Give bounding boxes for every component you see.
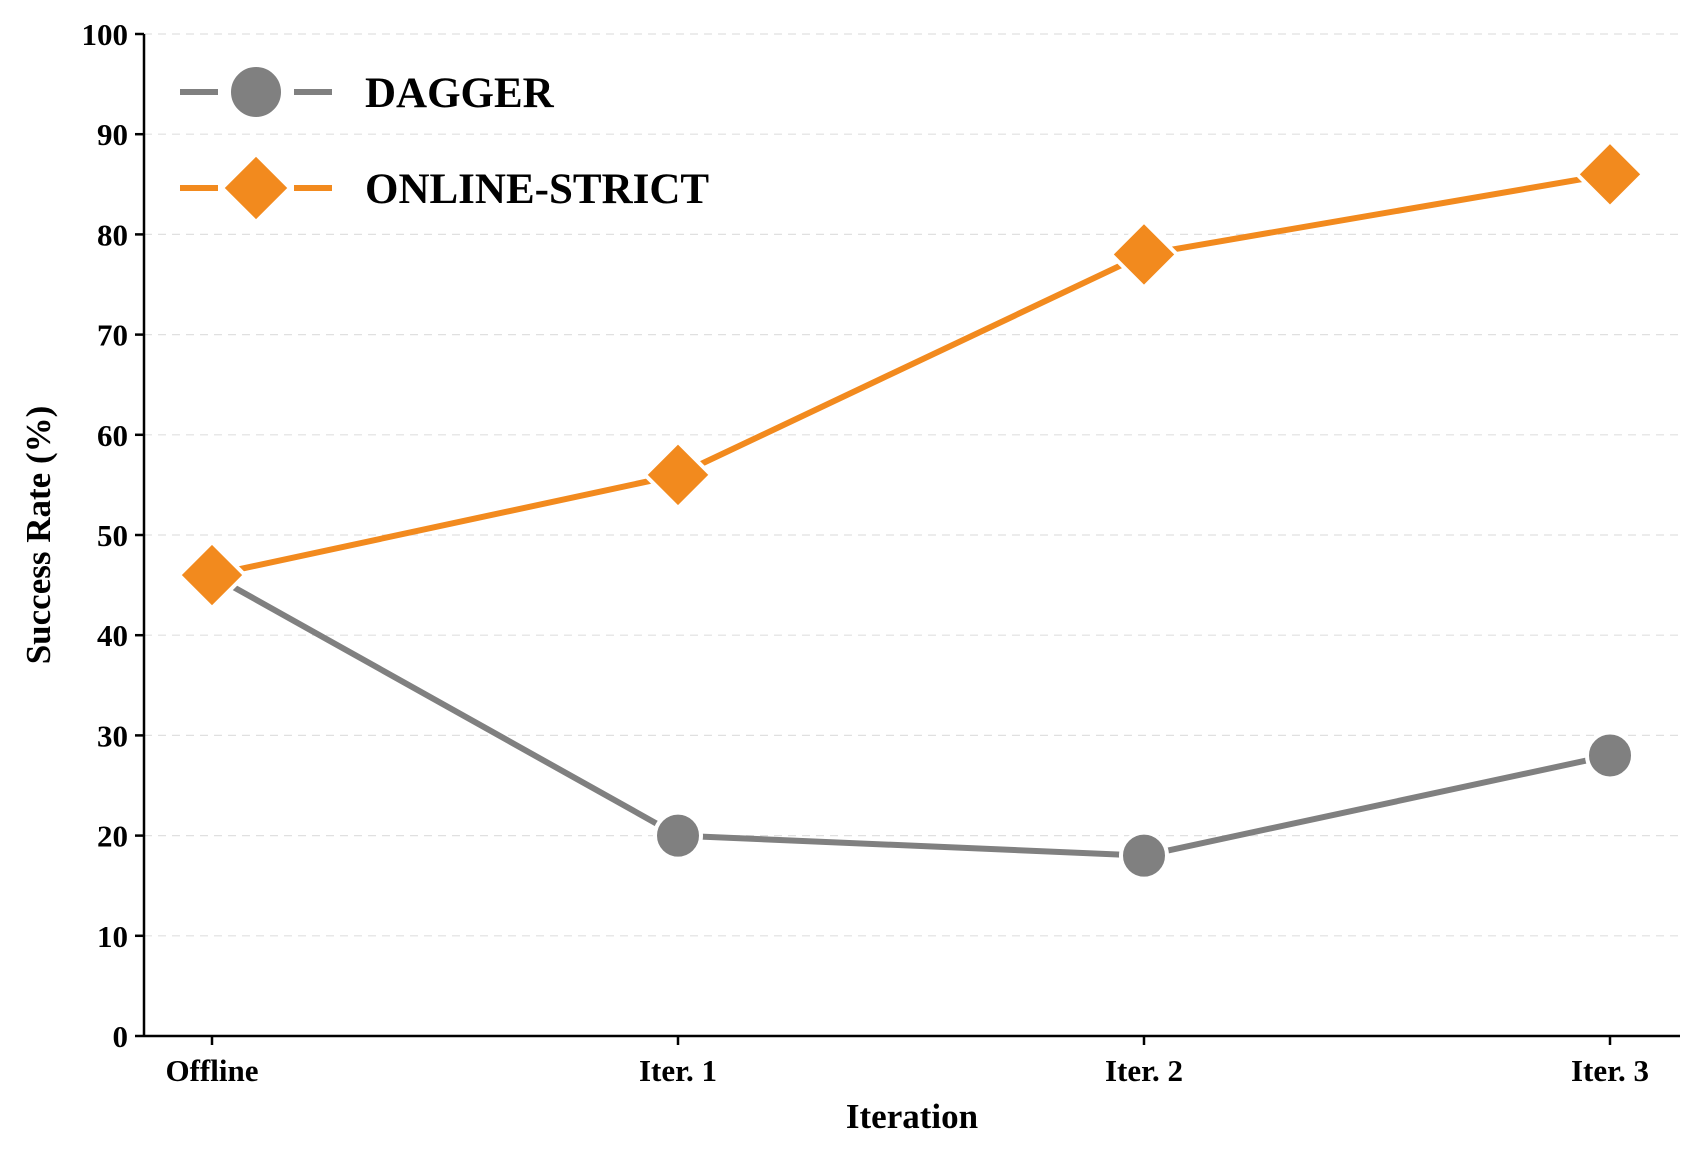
series-online-strict xyxy=(176,138,1646,611)
y-tick-label-70: 70 xyxy=(97,318,128,353)
data-point-dagger-2 xyxy=(1119,830,1169,881)
data-point-online-strict-2 xyxy=(1108,218,1180,291)
y-tick-label-80: 80 xyxy=(97,217,128,252)
y-tick-label-60: 60 xyxy=(97,418,128,453)
y-tick-label-20: 20 xyxy=(97,819,128,854)
series-line-dagger xyxy=(209,572,1613,859)
y-tick-label-0: 0 xyxy=(113,1019,129,1054)
data-point-dagger-3 xyxy=(1585,730,1635,781)
legend-item-online-strict: ONLINE-STRICT xyxy=(180,151,709,225)
x-axis-title: Iteration xyxy=(846,1097,978,1136)
y-tick-label-10: 10 xyxy=(97,919,128,954)
data-point-dagger-1 xyxy=(653,810,703,861)
grid-layer xyxy=(144,33,1680,937)
y-axis-title: Success Rate (%) xyxy=(19,406,58,665)
series-layer xyxy=(176,138,1646,881)
y-tick-label-40: 40 xyxy=(97,618,128,653)
legend-label-online-strict: ONLINE-STRICT xyxy=(365,166,709,213)
y-tick-label-50: 50 xyxy=(97,518,128,553)
data-point-online-strict-1 xyxy=(642,439,714,511)
y-tick-label-30: 30 xyxy=(97,718,128,753)
data-point-online-strict-0 xyxy=(176,539,248,611)
series-line-online-strict xyxy=(209,171,1613,579)
x-tick-label-1: Iter. 1 xyxy=(639,1053,717,1088)
legend-label-dagger: DAGGER xyxy=(365,70,555,117)
axes-layer: 0 10 20 30 40 50 60 70 80 90 100 Offline Iter. 1 Iter… xyxy=(82,17,1680,1088)
x-tick-label-2: Iter. 2 xyxy=(1105,1053,1183,1088)
x-tick-label-0: Offline xyxy=(166,1053,259,1088)
legend-marker-online-strict xyxy=(219,151,293,225)
series-dagger xyxy=(187,550,1635,881)
legend-item-dagger: DAGGER xyxy=(180,63,555,121)
y-tick-label-100: 100 xyxy=(82,17,129,52)
legend: DAGGER ONLINE-STRICT xyxy=(180,63,709,225)
x-tick-label-3: Iter. 3 xyxy=(1571,1053,1649,1088)
data-point-online-strict-3 xyxy=(1574,138,1646,211)
y-tick-label-90: 90 xyxy=(97,117,128,152)
legend-marker-dagger xyxy=(227,63,285,121)
